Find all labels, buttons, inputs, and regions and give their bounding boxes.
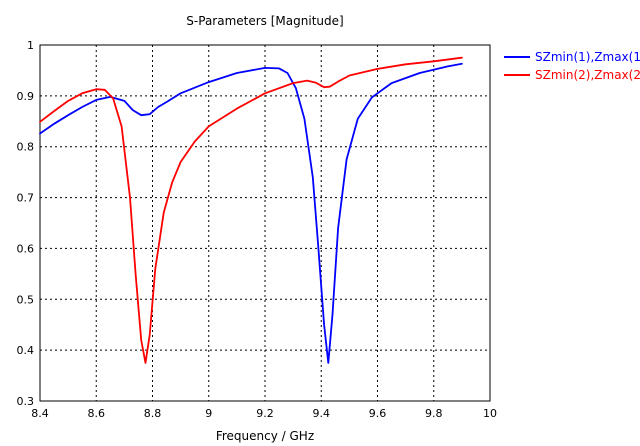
gridlines xyxy=(40,45,490,401)
x-tick-label: 9.2 xyxy=(256,407,274,420)
plot-frame xyxy=(39,44,491,402)
y-tick-label: 0.8 xyxy=(17,141,35,154)
chart-title: S-Parameters [Magnitude] xyxy=(186,14,343,28)
x-axis-label: Frequency / GHz xyxy=(216,429,314,443)
x-tick-label: 8.4 xyxy=(31,407,49,420)
x-tick-label: 9.4 xyxy=(313,407,331,420)
y-tick-labels: 0.3 0.4 0.5 0.6 0.7 0.8 0.9 1 xyxy=(17,39,35,408)
y-tick-label: 0.5 xyxy=(17,293,35,306)
x-tick-labels: 8.4 8.6 8.8 9 9.2 9.4 9.6 9.8 10 xyxy=(31,407,497,420)
x-tick-label: 9.6 xyxy=(369,407,387,420)
legend-label-2: SZmin(2),Zmax(2) xyxy=(535,68,640,82)
x-tick-label: 8.8 xyxy=(144,407,162,420)
series-line-2 xyxy=(39,56,463,364)
legend: SZmin(1),Zmax(1) SZmin(2),Zmax(2) xyxy=(504,50,640,82)
legend-label-1: SZmin(1),Zmax(1) xyxy=(535,50,640,64)
x-tick-label: 9.8 xyxy=(425,407,443,420)
x-tick-label: 10 xyxy=(483,407,497,420)
y-tick-label: 0.6 xyxy=(17,242,35,255)
series-lines xyxy=(39,56,463,364)
y-tick-label: 0.9 xyxy=(17,90,35,103)
y-tick-label: 0.7 xyxy=(17,192,35,205)
series-line-1 xyxy=(39,62,463,364)
x-tick-label: 8.6 xyxy=(88,407,106,420)
x-tick-label: 9 xyxy=(205,407,212,420)
y-tick-label: 0.3 xyxy=(17,395,35,408)
y-tick-label: 1 xyxy=(27,39,34,52)
y-tick-label: 0.4 xyxy=(17,344,35,357)
